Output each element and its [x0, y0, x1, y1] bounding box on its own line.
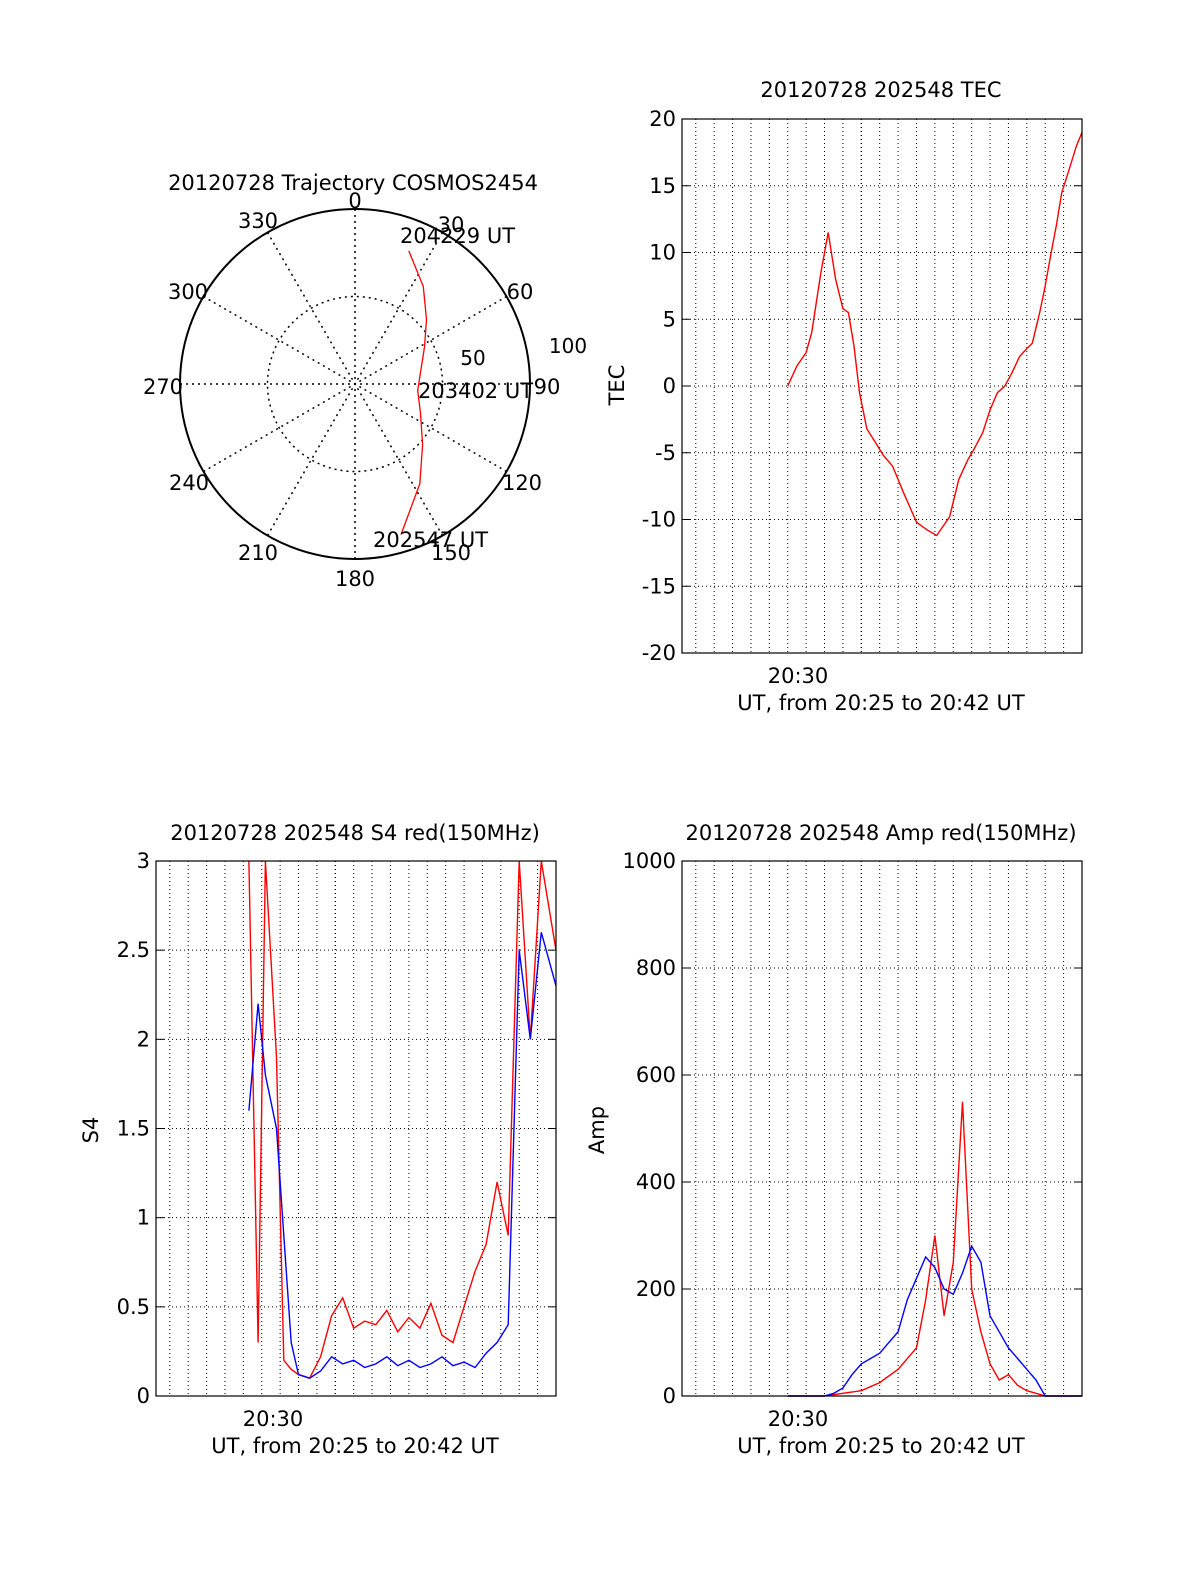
- amp-xtick-label: 20:30: [768, 1407, 829, 1431]
- amp-plot: 20120728 202548 Amp red(150MHz) Amp UT, …: [585, 821, 1083, 1458]
- s4-line-blue: [248, 932, 557, 1379]
- amp-xlabel: UT, from 20:25 to 20:42 UT: [737, 1434, 1025, 1458]
- tec-xlabel: UT, from 20:25 to 20:42 UT: [737, 691, 1025, 715]
- tec-ytick-label: 15: [649, 174, 676, 198]
- s4-ylabel: S4: [79, 1117, 103, 1144]
- tec-ytick-label: -15: [642, 574, 676, 598]
- tec-line-red: [787, 132, 1083, 537]
- amp-series: [787, 1101, 1082, 1397]
- tec-ylabel: TEC: [605, 365, 629, 407]
- s4-series: [248, 860, 557, 1380]
- tec-ytick-label: 5: [663, 307, 676, 331]
- amp-title: 20120728 202548 Amp red(150MHz): [685, 821, 1076, 845]
- amp-ytick-labels: 0 200 400 600 800 1000: [623, 849, 676, 1408]
- s4-title: 20120728 202548 S4 red(150MHz): [170, 821, 540, 845]
- polar-outer-circle: [179, 208, 531, 560]
- amp-line-blue: [787, 1244, 1082, 1397]
- s4-ytick-label: 1: [137, 1206, 150, 1230]
- tec-plot: 20120728 202548 TEC TEC UT, from 20:25 t…: [605, 78, 1083, 715]
- amp-ylabel: Amp: [585, 1106, 609, 1154]
- tec-grid: [682, 118, 1082, 654]
- azimuth-label-300: 300: [168, 280, 208, 304]
- tec-ytick-labels: 20 15 10 5 0 -5 -10 -15 -20: [642, 107, 676, 665]
- s4-ytick-labels: 0 0.5 1 1.5 2 2.5 3: [117, 849, 150, 1408]
- amp-ytick-label: 0: [663, 1384, 676, 1408]
- s4-plot: 20120728 202548 S4 red(150MHz) S4 UT, fr…: [79, 821, 557, 1458]
- azimuth-label-90: 90: [534, 375, 561, 399]
- azimuth-label-270: 270: [143, 375, 183, 399]
- polar-ring-50: [266, 295, 444, 473]
- azimuth-labels: 0 30 60 90 120 150 180 210 240 270 300 330: [143, 189, 560, 591]
- tec-axes-frame: [681, 118, 1083, 654]
- s4-xtick-label: 20:30: [243, 1407, 304, 1431]
- trajectory-title: 20120728 Trajectory COSMOS2454: [168, 171, 538, 195]
- azimuth-label-60: 60: [507, 280, 534, 304]
- s4-ytick-label: 3: [137, 849, 150, 873]
- s4-axes-frame: [155, 860, 557, 1397]
- s4-ytick-label: 1.5: [117, 1117, 150, 1141]
- tec-ytick-label: 0: [663, 374, 676, 398]
- tec-series: [787, 132, 1083, 537]
- azimuth-label-0: 0: [348, 189, 361, 213]
- s4-xlabel: UT, from 20:25 to 20:42 UT: [211, 1434, 499, 1458]
- radial-label-100: 100: [549, 334, 587, 358]
- azimuth-label-30: 30: [438, 213, 465, 237]
- polar-grid: [180, 209, 530, 559]
- amp-ytick-label: 200: [636, 1277, 676, 1301]
- s4-line-red: [248, 860, 557, 1380]
- azimuth-label-210: 210: [238, 541, 278, 565]
- s4-ytick-label: 2.5: [117, 938, 150, 962]
- azimuth-label-150: 150: [431, 541, 471, 565]
- amp-ytick-label: 800: [636, 956, 676, 980]
- tec-ytick-label: -20: [642, 641, 676, 665]
- annotation-end-time: 204229 UT: [400, 224, 515, 248]
- amp-axes-frame: [681, 860, 1083, 1397]
- amp-ytick-label: 400: [636, 1170, 676, 1194]
- amp-ytick-label: 600: [636, 1063, 676, 1087]
- amp-line-red: [787, 1101, 1082, 1397]
- amp-grid: [682, 860, 1082, 1397]
- trajectory-plot: 20120728 Trajectory COSMOS2454 0 30 60 90 12…: [143, 171, 587, 591]
- tec-ytick-label: 20: [649, 107, 676, 131]
- radial-label-50: 50: [460, 346, 485, 370]
- annotation-start-time: 202547 UT: [373, 528, 488, 552]
- s4-ytick-label: 0.5: [117, 1295, 150, 1319]
- tec-title: 20120728 202548 TEC: [760, 78, 1001, 102]
- s4-grid: [156, 860, 556, 1397]
- s4-ytick-label: 0: [137, 1384, 150, 1408]
- tec-xtick-label: 20:30: [768, 664, 829, 688]
- azimuth-label-180: 180: [335, 567, 375, 591]
- polar-spoke-150: [266, 232, 444, 536]
- azimuth-label-240: 240: [169, 471, 209, 495]
- amp-ytick-label: 1000: [623, 849, 676, 873]
- s4-ytick-label: 2: [137, 1027, 150, 1051]
- azimuth-label-330: 330: [238, 209, 278, 233]
- azimuth-label-120: 120: [502, 471, 542, 495]
- tec-ytick-label: -5: [655, 441, 676, 465]
- tec-ytick-label: 10: [649, 241, 676, 265]
- trajectory-track: [400, 250, 428, 535]
- annotation-mid-time: 203402 UT: [418, 379, 533, 403]
- trajectory-line: [400, 250, 428, 535]
- tec-ytick-label: -10: [642, 508, 676, 532]
